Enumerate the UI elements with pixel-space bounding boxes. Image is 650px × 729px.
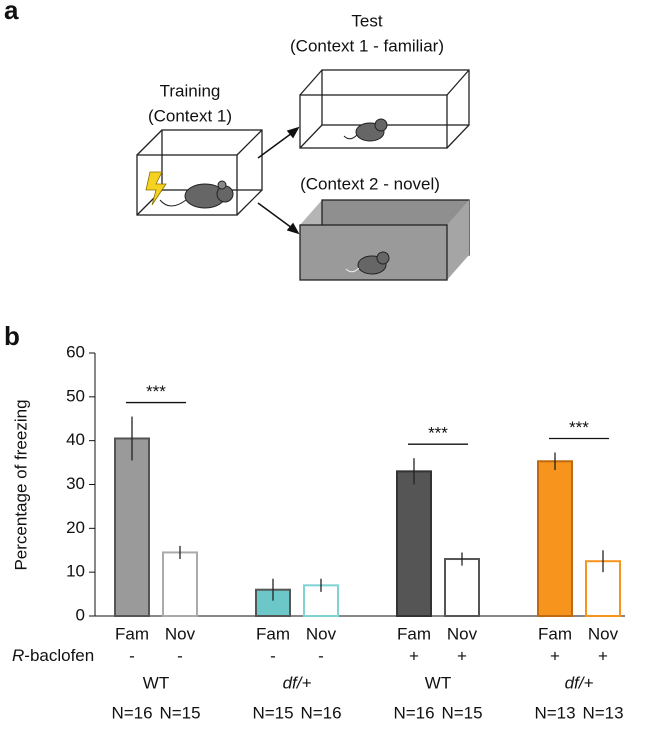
y-tick-label: 60 [66, 342, 85, 361]
group-label: WT [425, 673, 451, 692]
n-label: N=13 [534, 703, 575, 722]
treatment-sign: + [550, 646, 560, 665]
x-tick-label: Fam [538, 624, 572, 643]
n-label: N=16 [111, 703, 152, 722]
test-familiar: (Context 1 - familiar) [290, 36, 444, 55]
y-tick-label: 50 [66, 386, 85, 405]
treatment-sign: + [409, 646, 419, 665]
y-axis-label: Percentage of freezing [11, 399, 30, 570]
y-tick-label: 10 [66, 562, 85, 581]
y-tick-label: 40 [66, 430, 85, 449]
x-tick-label: Fam [115, 624, 149, 643]
bar [396, 470, 432, 617]
significance-label: *** [146, 382, 166, 401]
x-tick-label: Nov [447, 624, 478, 643]
y-tick-label: 20 [66, 518, 85, 537]
n-label: N=15 [441, 703, 482, 722]
n-label: N=15 [252, 703, 293, 722]
bar [444, 558, 480, 617]
y-tick-label: 0 [76, 605, 85, 624]
group-label: WT [143, 673, 169, 692]
n-label: N=13 [582, 703, 623, 722]
n-label: N=16 [300, 703, 341, 722]
x-tick-label: Nov [588, 624, 619, 643]
training-title: Training [160, 81, 221, 100]
x-tick-label: Fam [256, 624, 290, 643]
treatment-sign: - [270, 646, 276, 665]
treatment-sign: + [457, 646, 467, 665]
x-tick-label: Nov [165, 624, 196, 643]
familiar-box [299, 69, 470, 149]
training-box [136, 129, 263, 216]
n-label: N=16 [393, 703, 434, 722]
novel-box [299, 199, 470, 281]
treatment-sign: - [129, 646, 135, 665]
treatment-label-rest: -baclofen [24, 646, 94, 665]
x-tick-label: Fam [397, 624, 431, 643]
group-label: df/+ [565, 673, 594, 692]
bar [114, 437, 150, 617]
bar [162, 551, 198, 617]
significance-label: *** [428, 424, 448, 443]
group-label: df/+ [283, 673, 312, 692]
bar [537, 460, 573, 618]
treatment-sign: - [318, 646, 324, 665]
panel-label: a [4, 0, 19, 25]
test-novel: (Context 2 - novel) [300, 174, 440, 193]
panel-label: b [4, 321, 20, 351]
treatment-label: R-baclofen [12, 646, 94, 665]
significance-label: *** [569, 418, 589, 437]
arrows [257, 126, 300, 235]
training-context: (Context 1) [148, 106, 232, 125]
treatment-label-italic: R [12, 646, 24, 665]
x-tick-label: Nov [306, 624, 337, 643]
treatment-sign: + [598, 646, 608, 665]
y-tick-label: 30 [66, 474, 85, 493]
n-label: N=15 [159, 703, 200, 722]
treatment-sign: - [177, 646, 183, 665]
test-title: Test [351, 11, 382, 30]
